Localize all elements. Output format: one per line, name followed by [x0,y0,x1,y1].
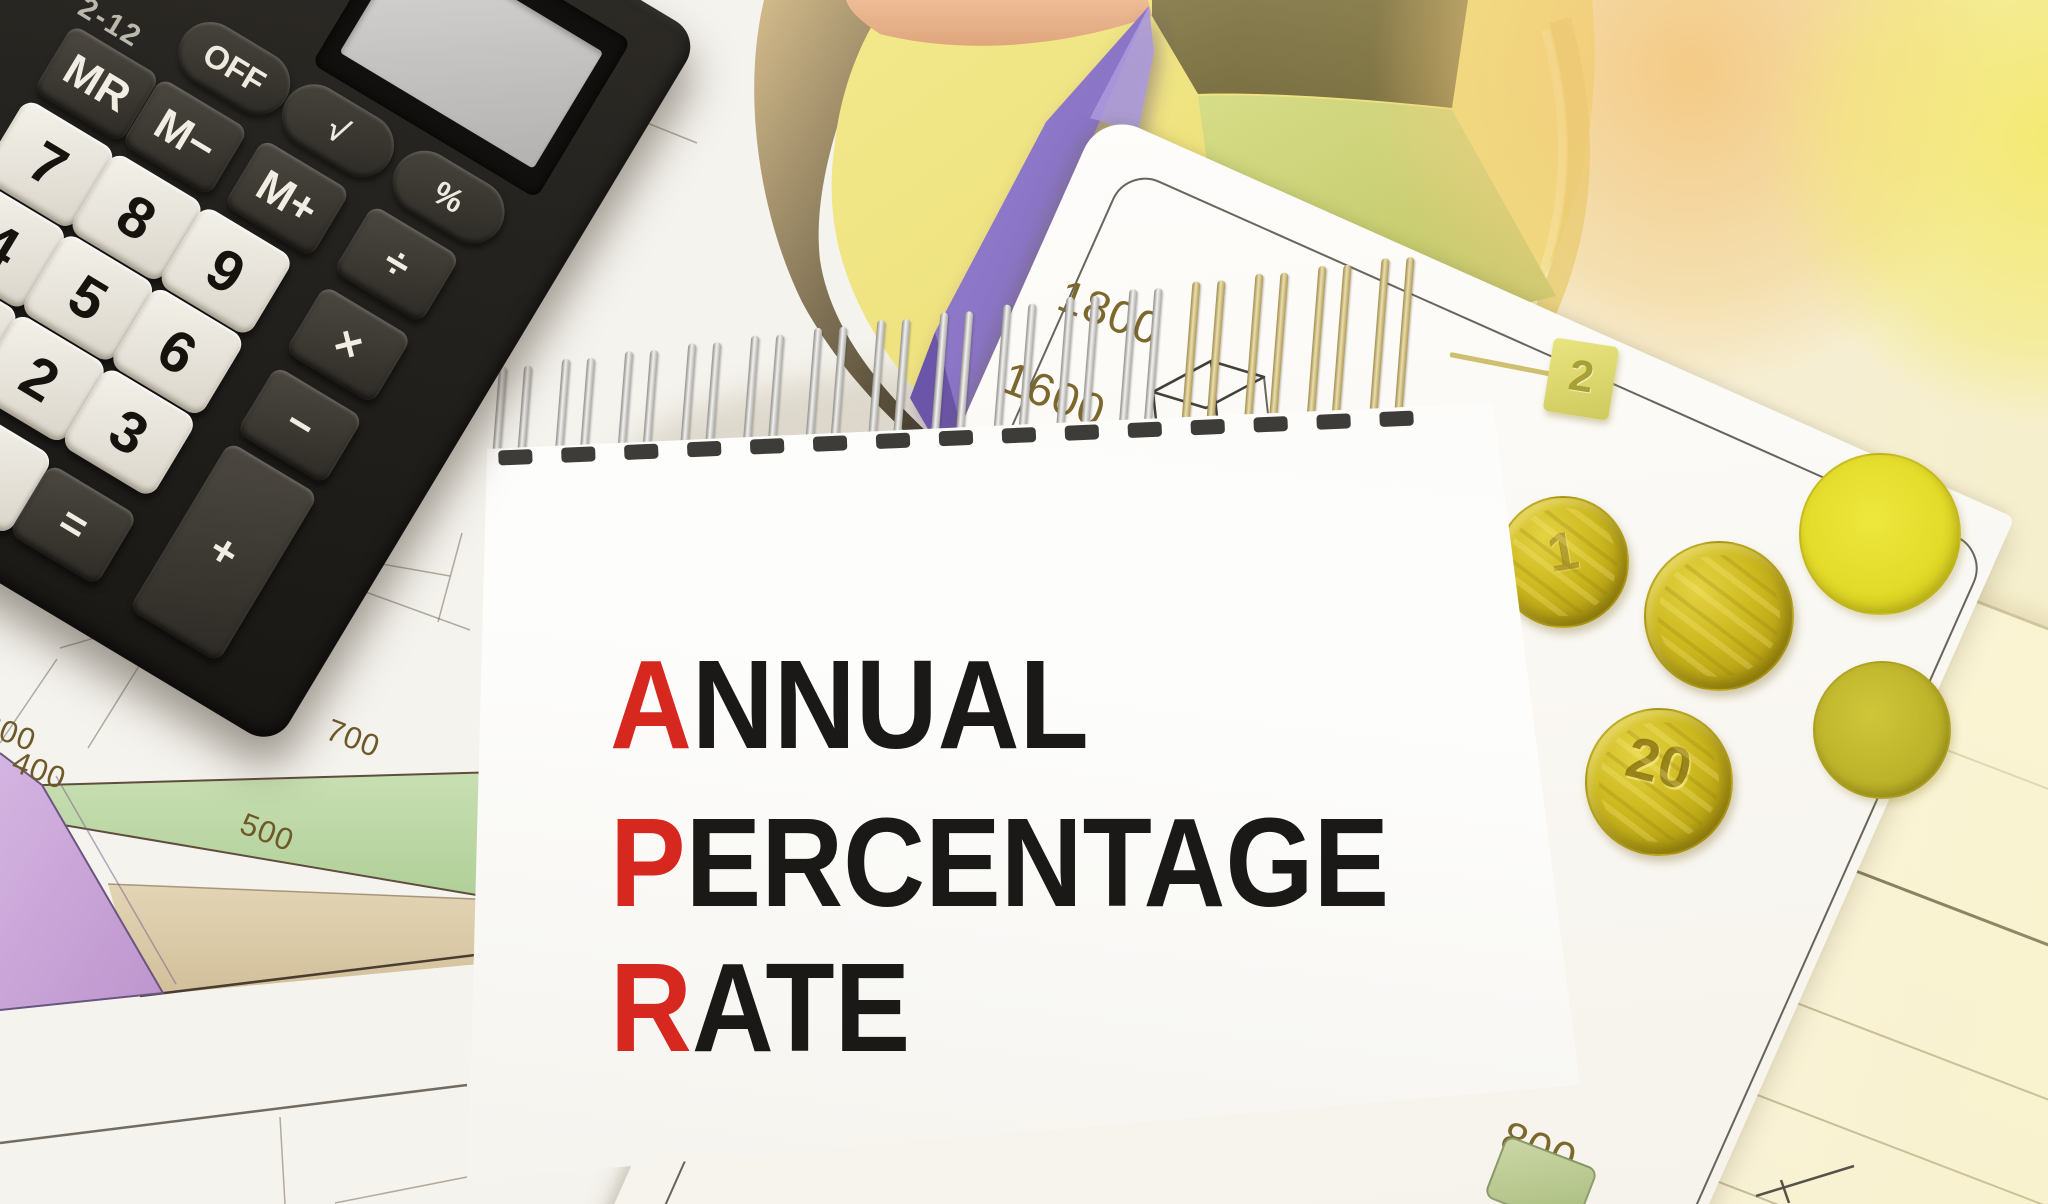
letter-a-red: A [610,634,692,775]
binding-hole [686,440,722,458]
coil-wire [704,341,721,454]
notepad-line-annual: ANNUAL [610,642,1089,768]
notepad-line-rate: RATE [610,945,910,1071]
coil-wire [892,318,910,445]
coil-loop [867,318,915,447]
coil-wire [1268,272,1289,429]
binding-hole [1253,416,1288,433]
coil-wire [1393,256,1415,423]
notepad-line-percentage: PERCENTAGE [610,800,1389,926]
binding-hole [749,438,785,455]
binding-hole [1379,410,1414,428]
coil-loop [1368,256,1419,425]
binding-hole [875,432,911,450]
bright-yellow-coin [1799,453,1961,615]
gold-coin-one: 1 [1497,496,1629,628]
coil-loop [930,311,978,444]
percentage-rest: ERCENTAGE [685,792,1390,933]
purple-band [0,753,163,1010]
gold-coin-plain [1644,541,1794,691]
coil-wire [1330,264,1352,426]
letter-r-red: R [610,937,692,1078]
coil-wire [1017,303,1036,440]
coil-wire [829,326,847,448]
coil-loop [679,341,727,455]
coil-loop [1180,280,1230,433]
binding-hole [561,446,596,463]
pie-slice-peach [846,0,1152,46]
binding-hole [1190,418,1226,436]
bar-sketch-bottom-right [1755,1164,1855,1204]
coil-loop [742,334,789,452]
binding-hole [1127,421,1163,439]
coil-loop [992,303,1041,441]
tan-band [108,884,500,996]
flag-marker-2: 2 [1542,337,1620,421]
coil-wire [1143,287,1163,434]
green-band [10,772,500,899]
binding-hole [1316,413,1351,430]
binding-hole [1064,424,1100,441]
binding-hole [498,449,533,466]
annual-rest: NNUAL [691,634,1089,775]
coil-loop [1306,264,1356,427]
coil-wire [641,349,658,456]
binding-hole [623,443,659,461]
letter-p-red: P [610,792,686,933]
coil-wire [955,311,973,443]
binding-hole [812,435,848,452]
paper-edge-line-bottom-left [0,1083,468,1145]
coil-wire [1205,280,1226,432]
rate-rest: ATE [691,937,911,1078]
coil-loop [1118,287,1167,436]
coil-loop [1055,295,1104,438]
pie-slice-yellow-side [754,0,1060,540]
coil-wire [767,334,784,451]
binding-hole [938,429,974,447]
binding-hole [1001,427,1037,444]
olive-coin [1813,661,1951,799]
flag-label: 2 [1565,350,1598,403]
pastel-area-chart [0,752,501,1011]
coil-wire [1080,295,1099,437]
coil-loop [1243,272,1293,430]
coil-loop [804,326,852,449]
gold-coin-20-cent: 20 [1585,708,1733,856]
